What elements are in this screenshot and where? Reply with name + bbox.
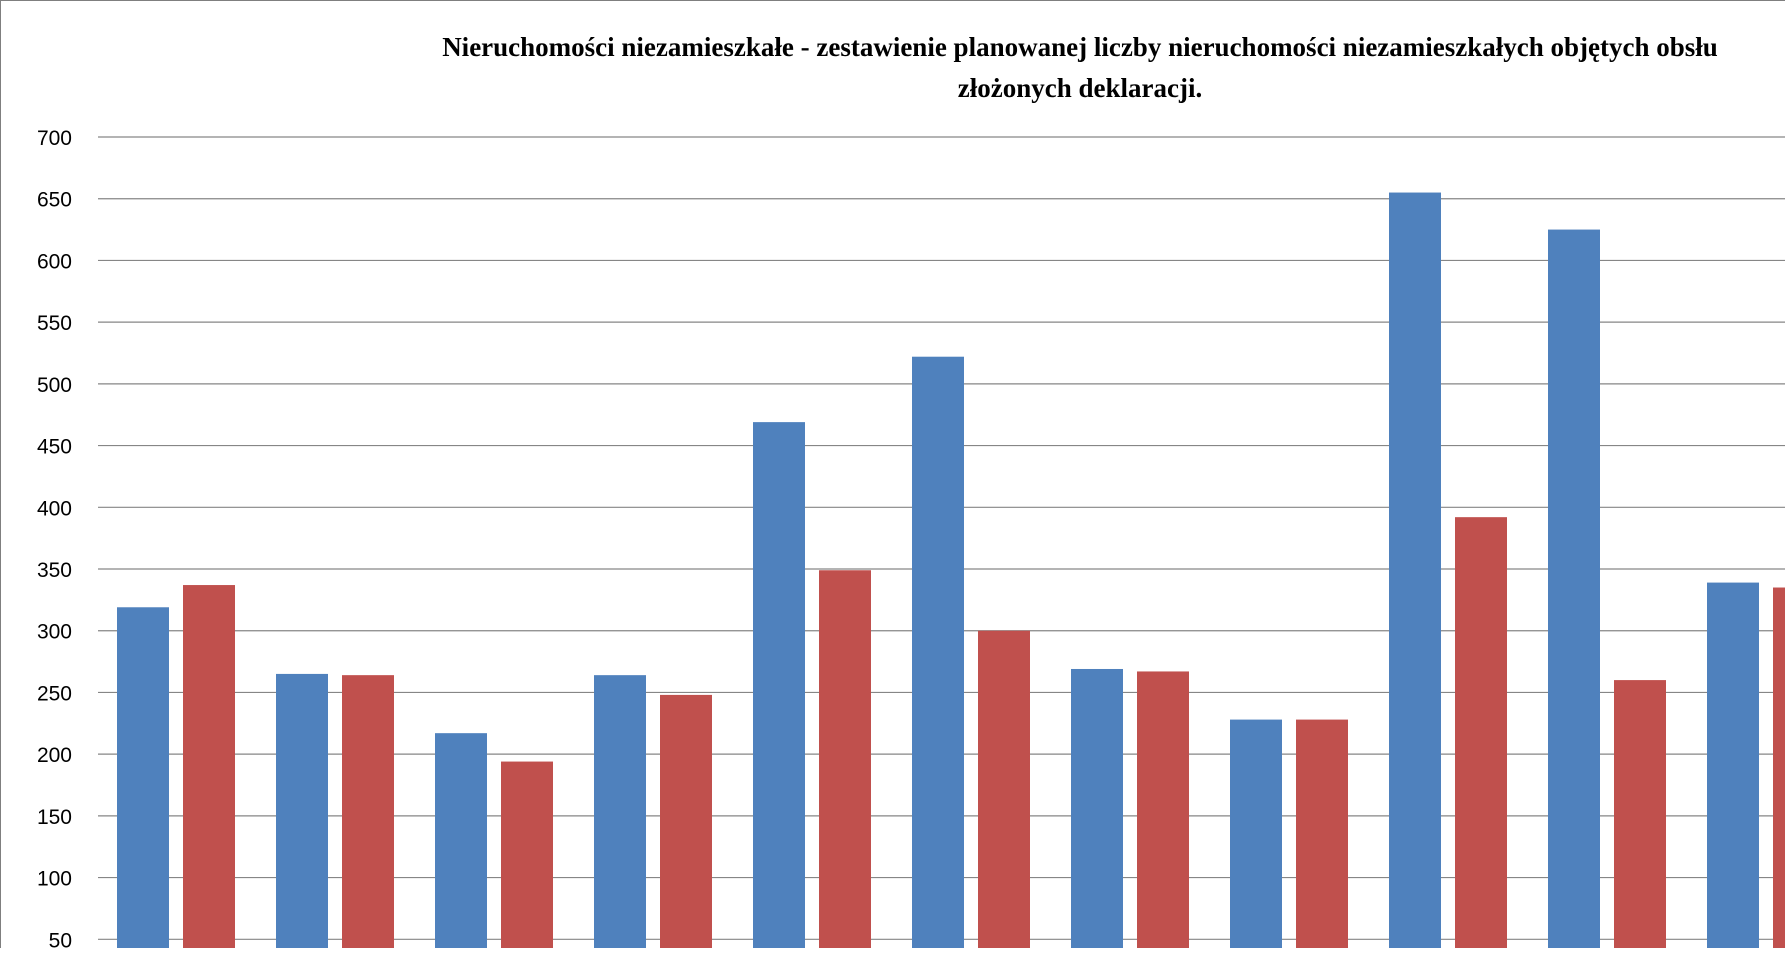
y-tick-label: 350 [37, 559, 72, 582]
bar-series-1-item-10 [1548, 230, 1600, 948]
bar-series-1-item-9 [1389, 193, 1441, 948]
y-tick-label: 50 [49, 929, 72, 948]
y-tick-label: 300 [37, 621, 72, 644]
bar-series-2-item-5 [819, 570, 871, 948]
bar-series-1-item-7 [1071, 669, 1123, 948]
y-tick-label: 700 [37, 127, 72, 150]
bar-series-2-item-9 [1455, 517, 1507, 948]
bar-series-2-item-2 [342, 675, 394, 948]
bar-series-1-item-11 [1707, 583, 1759, 948]
bar-series-1-item-6 [912, 357, 964, 948]
bar-series-2-item-10 [1614, 680, 1666, 948]
bar-series-1-item-2 [276, 674, 328, 948]
bar-series-1-item-5 [753, 422, 805, 948]
bar-series-2-item-6 [978, 631, 1030, 948]
chart-title-line-1: Nieruchomości niezamieszkałe - zestawien… [442, 32, 1718, 62]
bar-series-2-item-3 [501, 762, 553, 948]
y-tick-label: 450 [37, 436, 72, 459]
bar-series-1-item-8 [1230, 720, 1282, 948]
y-tick-label: 400 [37, 497, 72, 520]
chart-title-line-2: złożonych deklaracji. [958, 73, 1202, 103]
bar-series-2-item-8 [1296, 720, 1348, 948]
y-tick-label: 200 [37, 744, 72, 767]
bar-series-2-item-11 [1773, 588, 1785, 948]
y-tick-label: 250 [37, 682, 72, 705]
y-tick-label: 550 [37, 312, 72, 335]
bar-series-2-item-4 [660, 695, 712, 948]
bar-series-2-item-7 [1137, 671, 1189, 948]
bar-series-1-item-4 [594, 675, 646, 948]
y-tick-label: 500 [37, 374, 72, 397]
y-tick-label: 100 [37, 868, 72, 891]
bar-series-1-item-3 [435, 733, 487, 948]
y-tick-label: 150 [37, 806, 72, 829]
bar-series-1-item-1 [117, 607, 169, 948]
y-tick-label: 650 [37, 189, 72, 212]
y-tick-label: 600 [37, 250, 72, 273]
bar-series-2-item-1 [183, 585, 235, 948]
